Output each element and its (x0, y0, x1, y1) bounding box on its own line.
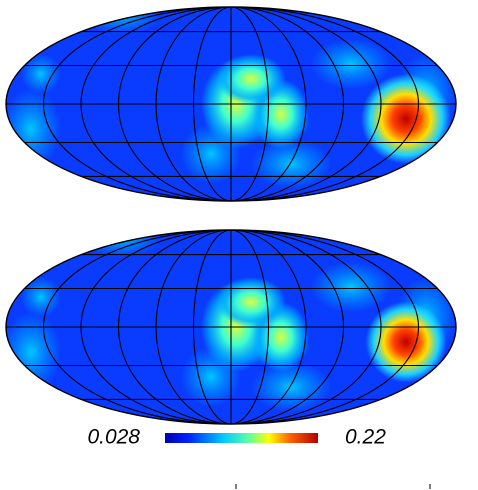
sky-feature (365, 301, 447, 383)
sky-feature (6, 312, 61, 392)
sky-map (5, 6, 457, 202)
sky-feature (21, 54, 61, 94)
sky-map (5, 229, 457, 425)
map-border (5, 6, 457, 202)
colorbar-min-label: 0.028 (87, 426, 140, 449)
graticule (5, 6, 457, 202)
colorbar-max-label: 0.22 (345, 426, 386, 449)
sky-feature (311, 39, 391, 89)
map-border (5, 229, 457, 425)
sky-feature (21, 277, 61, 317)
sky-feature (216, 54, 286, 104)
graticule (5, 229, 457, 425)
colorbar (165, 433, 318, 443)
sky-maps (5, 6, 457, 425)
sky-feature (216, 277, 286, 327)
sky-feature (6, 89, 61, 169)
sky-feature (311, 262, 391, 312)
sky-feature (361, 74, 451, 164)
map-fill (6, 230, 456, 424)
